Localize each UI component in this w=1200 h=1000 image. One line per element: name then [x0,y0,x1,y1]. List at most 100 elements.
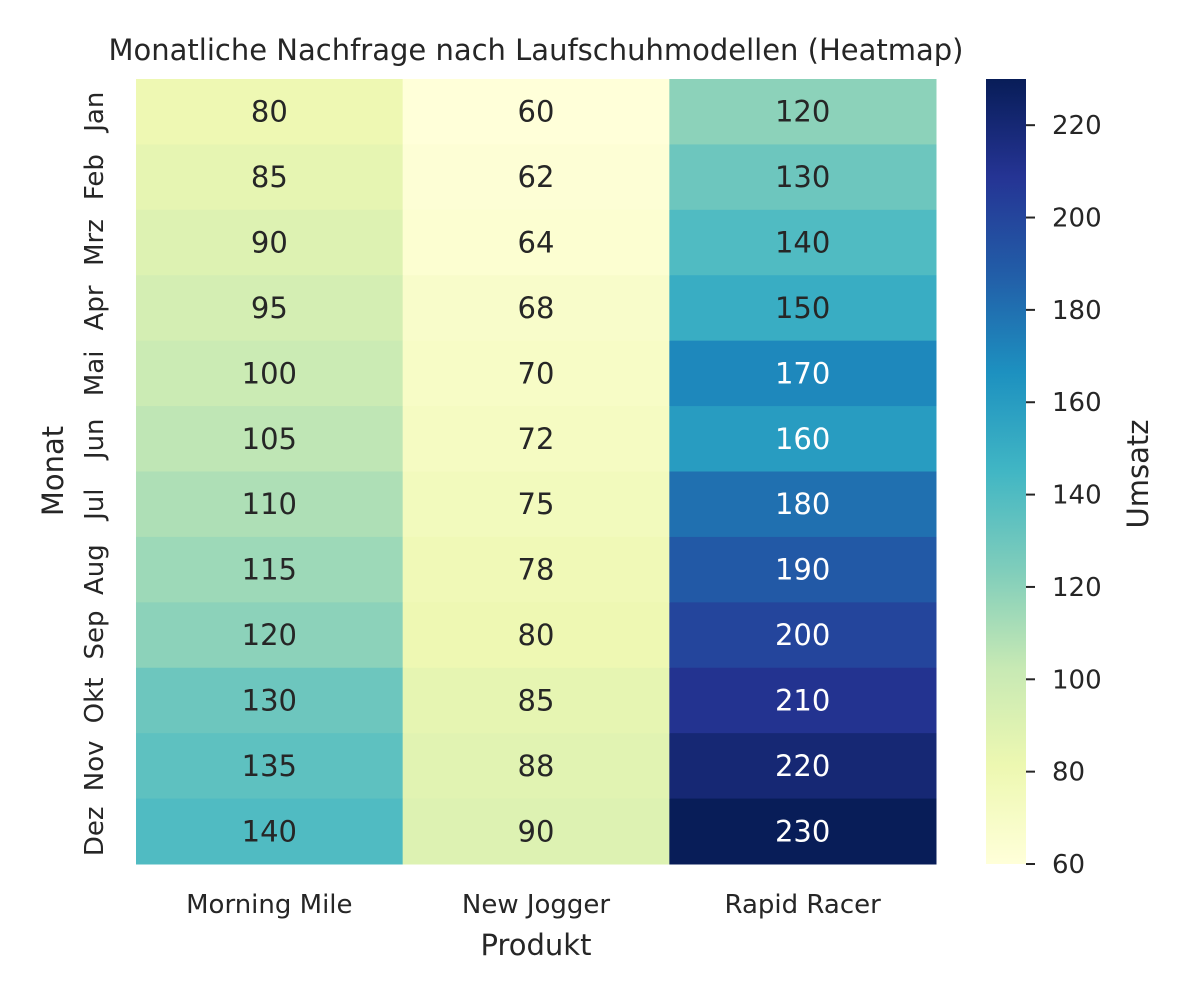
cell-annotations: 80 60 120 85 62 130 90 64 140 95 68 150 100 70 170 105 7… [242,95,831,849]
cell-value-label: 75 [518,487,555,521]
colorbar-ticks: 60 80 100 120 140 160 180 200 220 [1026,111,1102,880]
heatmap-cell [669,471,937,538]
heatmap-cell [669,275,937,342]
heatmap-cell [402,209,670,276]
cell-value-label: 200 [775,618,830,652]
heatmap-cell [402,798,670,865]
cell-value-label: 110 [242,487,297,521]
cell-value-label: 78 [518,553,555,587]
cell-value-label: 88 [518,749,555,783]
heatmap-cell [136,275,404,342]
colorbar-tick-label: 60 [1052,850,1085,880]
y-tick-label: Jun [80,418,110,461]
x-tick-label: Morning Mile [186,890,352,920]
cell-value-label: 90 [518,814,555,848]
y-tick-labels: Jan Feb Mrz Apr Mai Jun Jul Aug Sep Okt Nov Dez [80,92,110,856]
heatmap-cell [669,406,937,472]
heatmap-cell [136,667,404,734]
y-tick-label: Nov [80,741,110,792]
cell-value-label: 105 [242,422,297,456]
heatmap-cell [669,602,937,669]
heatmap-cell [136,471,404,538]
heatmap-cell [136,340,404,407]
heatmap-cell [669,144,937,211]
y-tick-label: Mai [80,351,110,397]
cell-value-label: 80 [518,618,555,652]
x-tick-label: New Jogger [462,890,611,920]
colorbar-tick-label: 120 [1052,573,1102,603]
heatmap-cell [136,733,404,800]
y-tick-label: Okt [80,678,110,724]
heatmap-cell [136,79,404,145]
cell-value-label: 230 [775,814,830,848]
cell-value-label: 100 [242,356,297,390]
cell-value-label: 60 [518,95,555,129]
cell-value-label: 130 [775,160,830,194]
heatmap-cell [669,667,937,734]
heatmap-cell [136,602,404,669]
y-axis-label: Monat [36,426,70,516]
colorbar-tick-label: 220 [1052,111,1102,141]
cell-value-label: 150 [775,291,830,325]
cell-value-label: 85 [518,683,555,717]
cell-value-label: 170 [775,356,830,390]
colorbar-tick-label: 80 [1052,758,1085,788]
cell-value-label: 120 [242,618,297,652]
cell-value-label: 70 [518,356,555,390]
cell-value-label: 90 [251,226,288,260]
colorbar-tick-label: 140 [1052,481,1102,511]
colorbar [986,79,1026,864]
cell-value-label: 160 [775,422,830,456]
y-tick-label: Jan [80,92,110,134]
cell-value-label: 85 [251,160,288,194]
x-axis-label: Produkt [481,928,592,962]
y-tick-label: Sep [80,611,110,660]
heatmap-cell [136,144,404,211]
heatmap-cell [669,733,937,800]
cell-value-label: 95 [251,291,288,325]
cell-value-label: 130 [242,683,297,717]
cell-value-label: 64 [518,226,555,260]
cell-value-label: 190 [775,553,830,587]
heatmap-cell [402,144,670,211]
heatmap-cell [402,275,670,342]
heatmap-cell [402,406,670,472]
heatmap-cell [669,209,937,276]
heatmap-cell [136,536,404,603]
heatmap-cell [136,406,404,472]
y-tick-label: Feb [80,154,110,200]
heatmap-cell [402,471,670,538]
heatmap-cell [669,536,937,603]
x-tick-label: Rapid Racer [724,890,881,920]
y-tick-label: Dez [80,806,110,856]
cell-value-label: 180 [775,487,830,521]
heatmap-cell [136,209,404,276]
cell-value-label: 72 [518,422,555,456]
y-tick-label: Apr [80,285,110,330]
chart-title: Monatliche Nachfrage nach Laufschuhmodel… [109,33,964,67]
heatmap-cell [669,340,937,407]
y-tick-label: Aug [80,544,110,595]
heatmap-cell [402,733,670,800]
heatmap-cell [402,79,670,145]
heatmap-cell [669,798,937,865]
y-tick-label: Jul [80,489,110,522]
heatmap-cells [136,79,937,865]
cell-value-label: 62 [518,160,555,194]
heatmap-cell [402,667,670,734]
heatmap-cell [402,340,670,407]
cell-value-label: 140 [775,226,830,260]
cell-value-label: 115 [242,553,297,587]
colorbar-tick-label: 100 [1052,665,1102,695]
cell-value-label: 80 [251,95,288,129]
colorbar-label: Umsatz [1121,420,1155,529]
cell-value-label: 68 [518,291,555,325]
heatmap-cell [402,536,670,603]
cell-value-label: 210 [775,683,830,717]
heatmap-cell [669,79,937,145]
cell-value-label: 135 [242,749,297,783]
cell-value-label: 220 [775,749,830,783]
heatmap-cell [136,798,404,865]
heatmap-cell [402,602,670,669]
